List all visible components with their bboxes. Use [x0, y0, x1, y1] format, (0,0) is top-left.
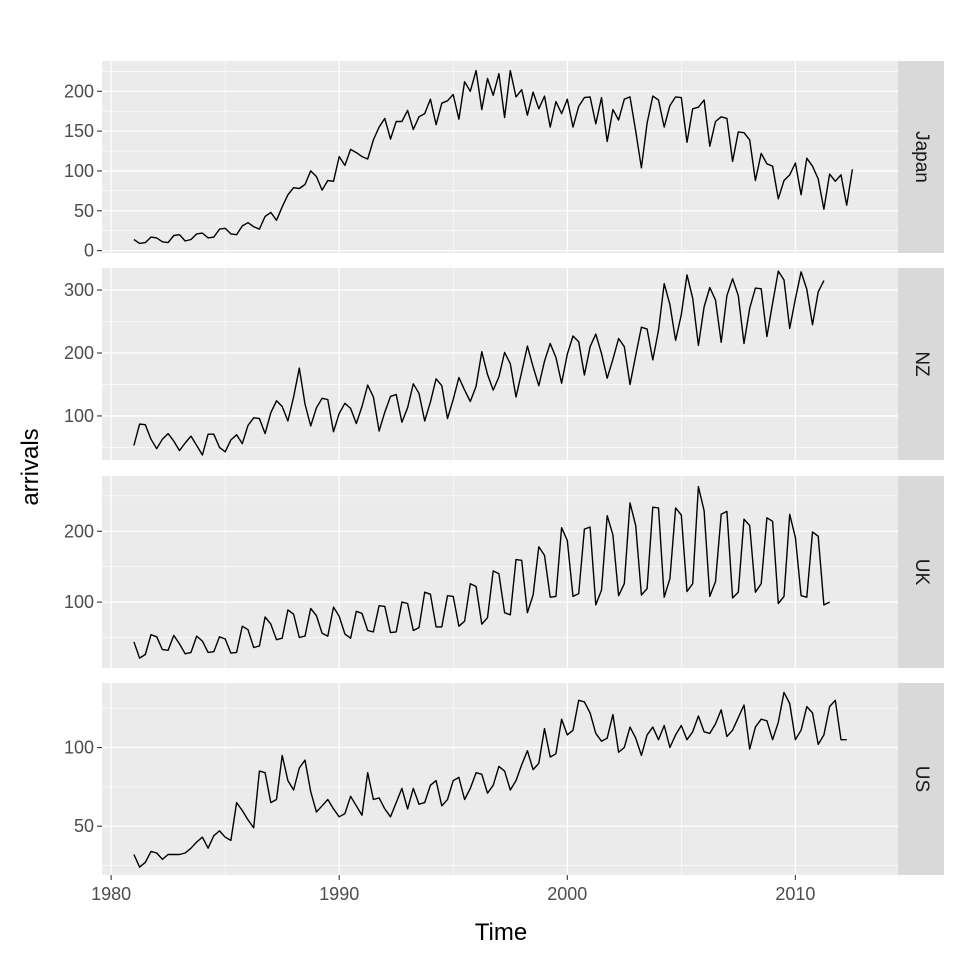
y-tick-label: 50	[74, 201, 94, 221]
x-tick-label: 2000	[547, 884, 587, 904]
y-tick-label: 200	[64, 81, 94, 101]
panel-nz: 100 200 300 NZ	[64, 268, 944, 460]
y-axis-title: arrivals	[17, 428, 44, 505]
x-tick-label: 1990	[319, 884, 359, 904]
series-line-us	[133, 691, 847, 868]
y-tick-label: 100	[64, 161, 94, 181]
strip-label-us: US	[911, 766, 932, 792]
x-axis: 1980 1990 2000 2010	[91, 875, 815, 904]
y-tick-label: 300	[64, 280, 94, 300]
y-tick-label: 100	[64, 592, 94, 612]
strip-background	[898, 268, 944, 460]
x-axis-title: Time	[475, 919, 527, 946]
series-line-uk	[133, 485, 830, 659]
x-tick-label: 1980	[91, 884, 131, 904]
y-tick-label: 100	[64, 738, 94, 758]
panel-us: 50 100 US	[64, 683, 944, 875]
strip-background	[898, 61, 944, 253]
strip-label-uk: UK	[911, 559, 932, 586]
y-tick-label: 150	[64, 121, 94, 141]
panel-background	[102, 61, 898, 253]
y-tick-label: 200	[64, 521, 94, 541]
strip-label-japan: Japan	[911, 131, 932, 183]
panels: 0 50 100 150 200 Japan 100 200 300 NZ 100 200 UK 50 10…	[64, 61, 944, 875]
y-tick-label: 100	[64, 406, 94, 426]
y-tick-label: 50	[74, 816, 94, 836]
panel-japan: 0 50 100 150 200 Japan	[64, 61, 944, 261]
panel-background	[102, 268, 898, 460]
panel-background	[102, 476, 898, 668]
strip-label-nz: NZ	[911, 351, 932, 377]
panel-background	[102, 683, 898, 875]
panel-uk: 100 200 UK	[64, 476, 944, 668]
strip-background	[898, 476, 944, 668]
y-tick-label: 0	[84, 241, 94, 261]
series-line-japan	[133, 69, 854, 245]
y-tick-label: 200	[64, 343, 94, 363]
x-tick-label: 2010	[775, 884, 815, 904]
strip-background	[898, 683, 944, 875]
series-line-nz	[133, 270, 825, 456]
